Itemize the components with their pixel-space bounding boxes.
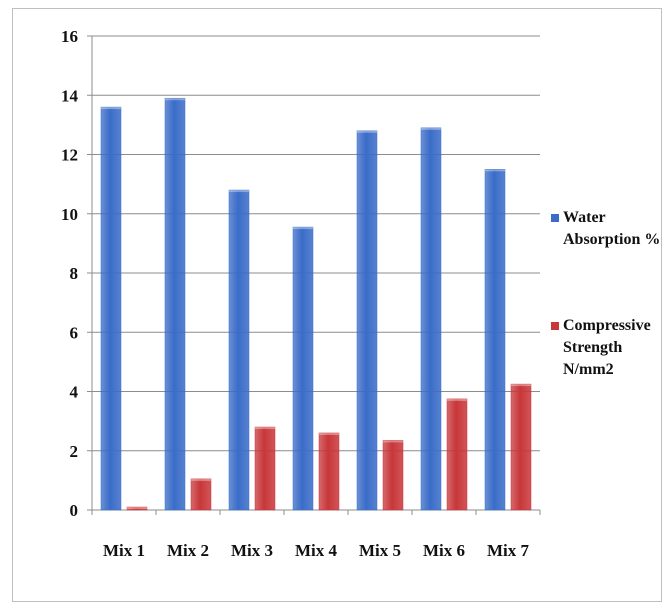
bar-water-absorption-7: [484, 169, 506, 511]
bar-compressive-strength-4: [318, 432, 340, 511]
legend-label: Compressive: [563, 317, 651, 334]
bar-compressive-strength-5: [382, 440, 404, 511]
bar-cap: [191, 478, 211, 481]
legend-swatch: [551, 322, 559, 330]
bar-cap: [127, 507, 147, 510]
gridlines: [87, 35, 541, 515]
y-tick-label: 12: [61, 146, 78, 165]
bar-compressive-strength-7: [510, 383, 532, 511]
bar-water-absorption-4: [292, 226, 314, 511]
legend-label: Absorption %: [563, 231, 660, 248]
bar-cap: [357, 130, 377, 133]
legend: Water Absorption % Compressive Strength N/mm…: [551, 209, 660, 378]
y-tick-label: 8: [70, 264, 79, 283]
bar-cap: [511, 384, 531, 387]
bar-cap: [485, 169, 505, 172]
bar-water-absorption-2: [164, 97, 186, 511]
y-tick-label: 4: [70, 383, 79, 402]
y-tick-label: 2: [70, 442, 79, 461]
bar-compressive-strength-6: [446, 398, 468, 511]
bar-cap: [229, 190, 249, 193]
bar-compressive-strength-1: [126, 506, 148, 511]
x-category-label: Mix 7: [487, 541, 530, 560]
bars: [100, 97, 532, 511]
bar-compressive-strength-3: [254, 426, 276, 511]
bar-cap: [101, 107, 121, 110]
bar-cap: [447, 398, 467, 401]
bar-water-absorption-1: [100, 106, 122, 511]
bar-water-absorption-6: [420, 127, 442, 511]
x-category-label: Mix 6: [423, 541, 465, 560]
bar-water-absorption-5: [356, 130, 378, 511]
bar-water-absorption-3: [228, 189, 250, 511]
legend-label: Strength: [563, 339, 622, 356]
bar-cap: [421, 127, 441, 130]
bar-compressive-strength-2: [190, 478, 212, 511]
y-tick-label: 14: [61, 86, 79, 105]
legend-label: N/mm2: [563, 361, 614, 378]
bar-cap: [293, 227, 313, 230]
y-tick-label: 16: [61, 27, 78, 46]
bar-cap: [383, 440, 403, 443]
x-category-label: Mix 1: [103, 541, 145, 560]
bar-cap: [165, 98, 185, 101]
x-axis-labels: Mix 1 Mix 2 Mix 3 Mix 4 Mix 5 Mix 6 Mix 7: [103, 541, 530, 560]
legend-label: Water: [563, 209, 606, 226]
bar-cap: [255, 427, 275, 430]
y-tick-label: 0: [70, 501, 79, 520]
x-category-label: Mix 2: [167, 541, 209, 560]
y-tick-label: 10: [61, 205, 78, 224]
y-axis-ticks: 0 2 4 6 8 10 12 14 16: [61, 27, 79, 520]
legend-swatch: [551, 214, 559, 222]
x-category-label: Mix 5: [359, 541, 401, 560]
x-category-label: Mix 4: [295, 541, 338, 560]
x-category-label: Mix 3: [231, 541, 273, 560]
bar-cap: [319, 432, 339, 435]
y-tick-label: 6: [70, 323, 79, 342]
